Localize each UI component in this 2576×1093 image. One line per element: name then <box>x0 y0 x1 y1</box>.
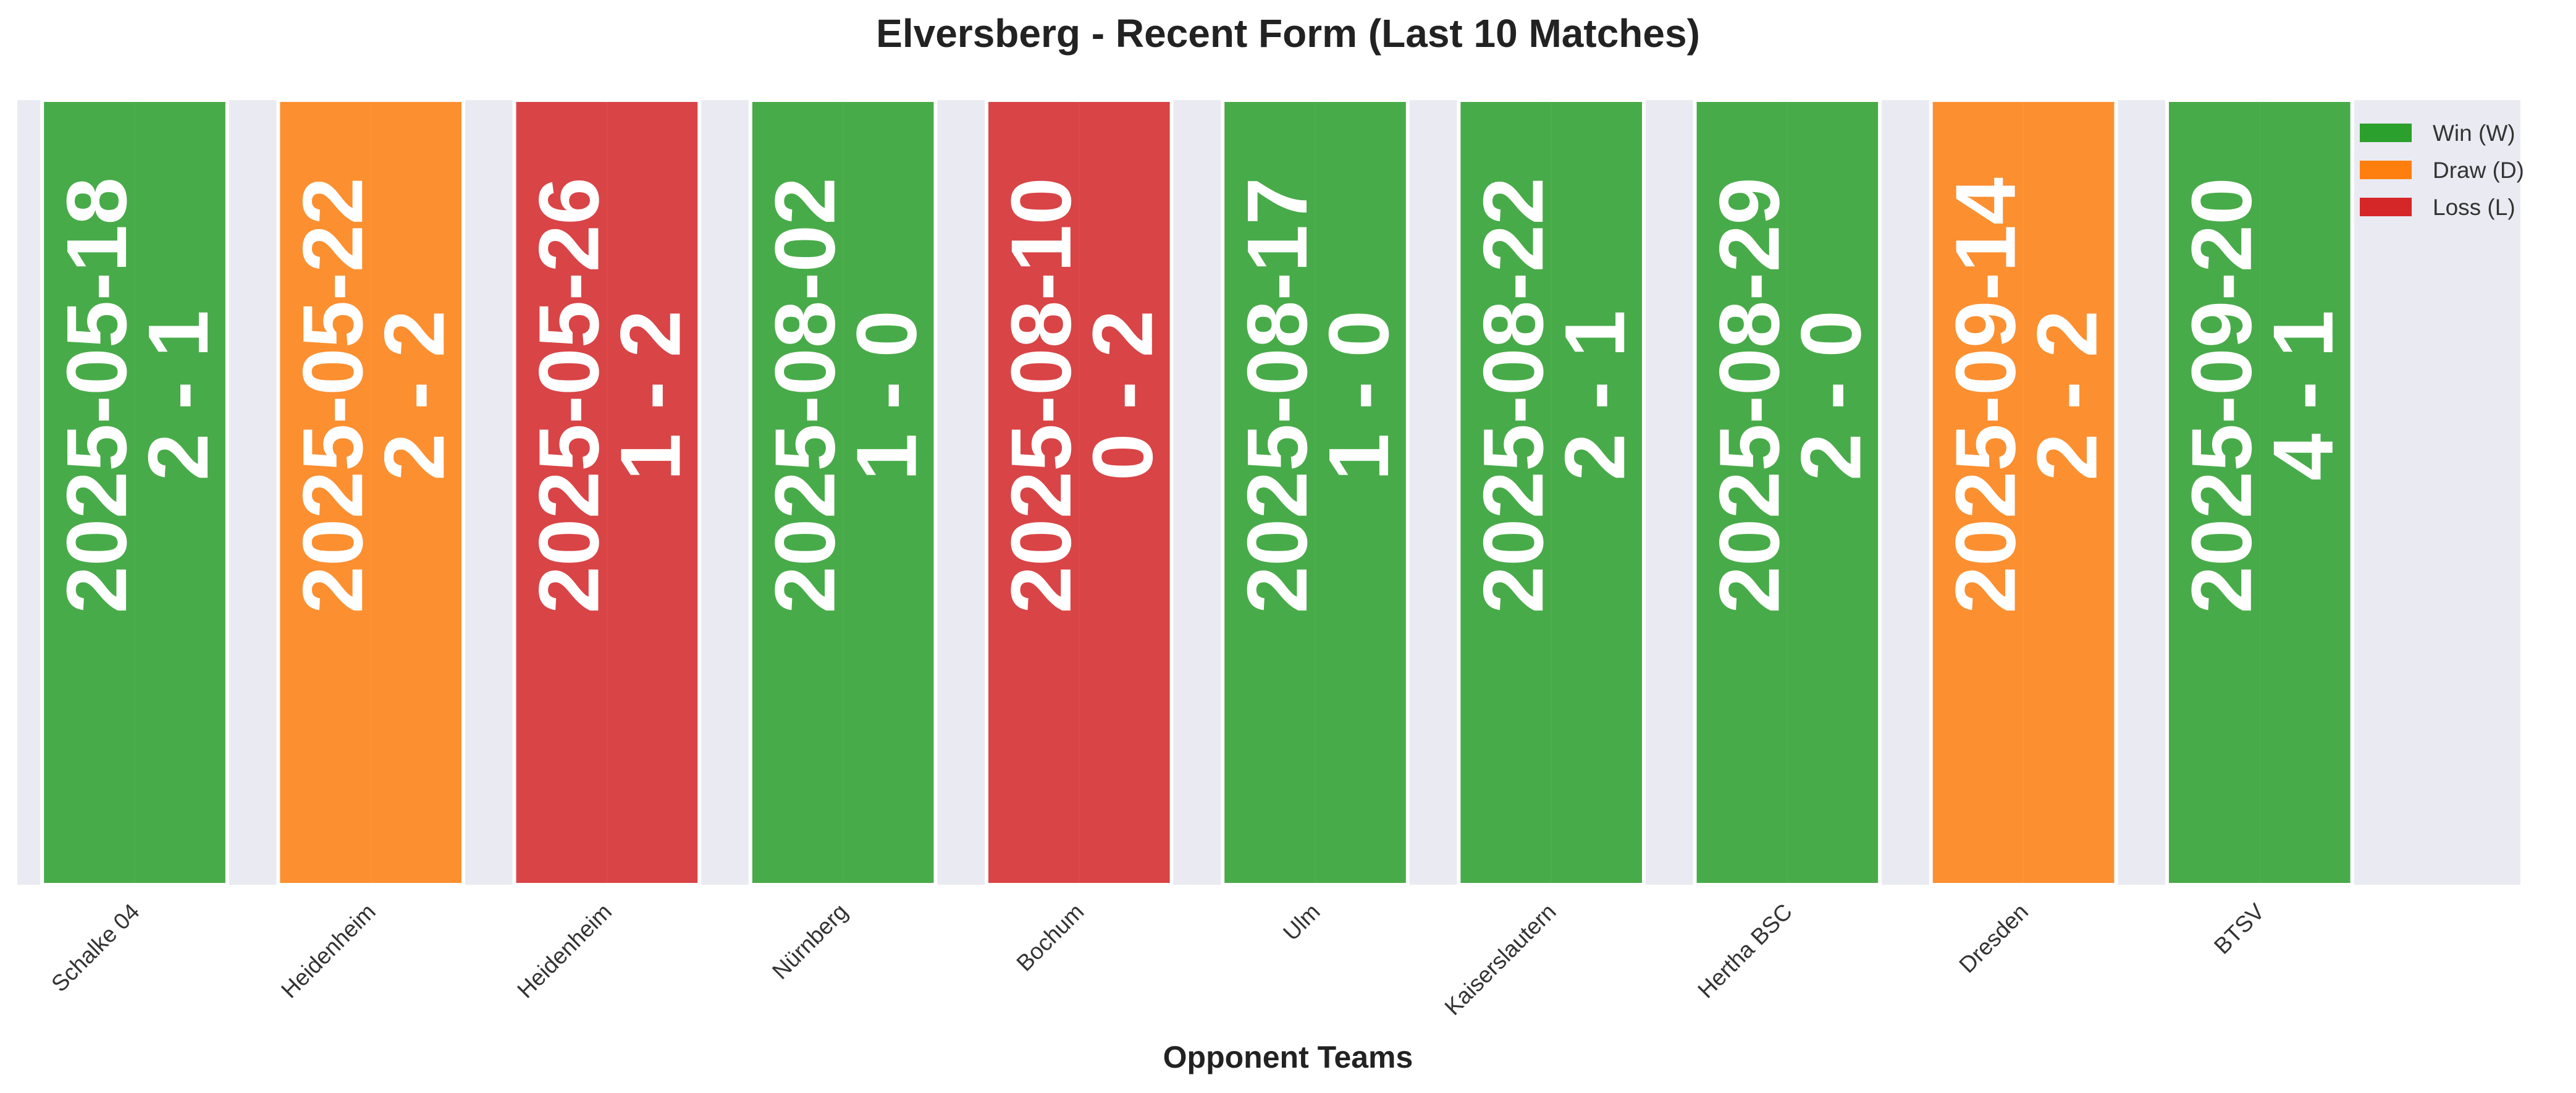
bar-label-score: 2 - 0 <box>1783 310 1879 481</box>
bar-label-score: 1 - 2 <box>603 310 698 481</box>
bar-label-date: 2025-05-18 <box>49 177 145 614</box>
bar <box>984 98 1174 887</box>
bar-label-date: 2025-09-14 <box>1938 177 2034 614</box>
x-axis-label: Opponent Teams <box>1163 1040 1413 1074</box>
bar-label-date: 2025-08-02 <box>758 177 853 614</box>
bar-label: 2025-08-100 - 2 <box>994 177 1171 614</box>
bar <box>1693 98 1882 887</box>
x-tick-label: Bochum <box>1011 899 1088 976</box>
bar-label: 2025-08-292 - 0 <box>1702 177 1879 614</box>
bar <box>40 98 229 887</box>
bar-label-date: 2025-08-17 <box>1230 177 1325 614</box>
x-tick-label: Kaiserslautern <box>1440 899 1561 1020</box>
bar-label-date: 2025-09-20 <box>2174 177 2270 614</box>
x-tick-label: Dresden <box>1954 899 2033 978</box>
bar-label: 2025-09-204 - 1 <box>2174 177 2351 614</box>
legend-label: Draw (D) <box>2433 158 2524 183</box>
bar <box>748 98 938 887</box>
bar-label: 2025-09-142 - 2 <box>1938 177 2115 614</box>
bar-label: 2025-08-021 - 0 <box>758 177 935 614</box>
bar <box>1929 98 2118 887</box>
bar <box>1221 98 1410 887</box>
bar-label-score: 4 - 1 <box>2256 310 2351 481</box>
x-tick-label: Heidenheim <box>512 899 617 1003</box>
legend-swatch <box>2360 124 2412 142</box>
bar-label: 2025-08-171 - 0 <box>1230 177 1407 614</box>
x-tick-label: Hertha BSC <box>1693 899 1797 1003</box>
bar-label-date: 2025-08-29 <box>1702 177 1797 614</box>
x-tick-label: BTSV <box>2209 898 2270 959</box>
bar-label-date: 2025-08-10 <box>994 177 1089 614</box>
bar-label-score: 2 - 1 <box>131 310 226 481</box>
x-tick-label: Nürnberg <box>767 899 852 984</box>
bar-label: 2025-08-222 - 1 <box>1466 177 1643 614</box>
bar <box>1457 98 1646 887</box>
bar-label-score: 0 - 2 <box>1075 310 1171 481</box>
x-tick-label: Ulm <box>1278 899 1324 945</box>
legend-swatch <box>2360 198 2412 216</box>
bar-label-score: 2 - 2 <box>367 310 462 481</box>
chart-title: Elversberg - Recent Form (Last 10 Matche… <box>876 11 1700 56</box>
x-tick-label: Heidenheim <box>276 899 381 1003</box>
legend-label: Win (W) <box>2433 120 2515 146</box>
bar <box>512 98 702 887</box>
legend: Win (W) Draw (D) Loss (L) <box>2360 120 2524 220</box>
x-tick-label: Schalke 04 <box>46 899 144 997</box>
bar-label-date: 2025-08-22 <box>1466 177 1561 614</box>
bar-label-score: 1 - 0 <box>840 310 935 481</box>
bar-label-score: 1 - 0 <box>1311 310 1407 481</box>
legend-swatch <box>2360 161 2412 179</box>
x-tick-labels: Schalke 04 Heidenheim Heidenheim Nürnberg Bo… <box>46 898 2269 1019</box>
bar-label: 2025-05-222 - 2 <box>285 177 462 614</box>
bar <box>2165 98 2354 887</box>
legend-label: Loss (L) <box>2433 195 2515 220</box>
bar-label-date: 2025-05-26 <box>521 177 617 614</box>
bar-label: 2025-05-182 - 1 <box>49 177 226 614</box>
bar-label: 2025-05-261 - 2 <box>521 177 698 614</box>
bar-label-date: 2025-05-22 <box>285 177 381 614</box>
bar-label-score: 2 - 1 <box>1547 310 1643 481</box>
bars: 2025-05-182 - 1 2025-05-222 - 2 2025-05-26… <box>40 98 2354 887</box>
bar <box>276 98 466 887</box>
bar-label-score: 2 - 2 <box>2020 310 2115 481</box>
